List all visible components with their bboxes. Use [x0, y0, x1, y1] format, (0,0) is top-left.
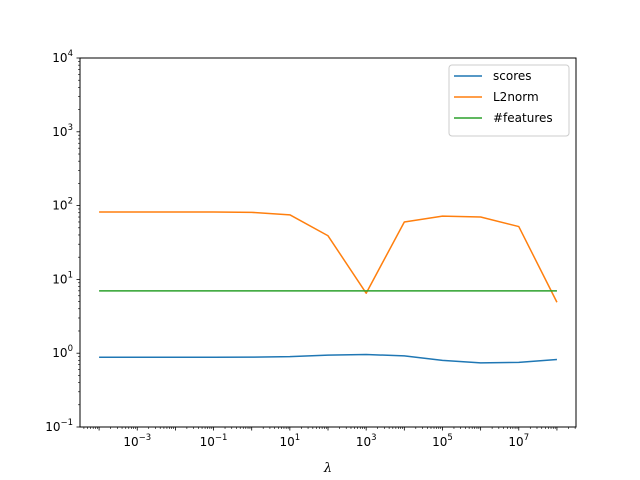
x-tick-label: 101 — [280, 433, 301, 449]
y-tick-label: 100 — [52, 344, 73, 360]
series-line-l2norm — [99, 211, 558, 303]
x-axis-ticks: 10−3 10−1 101 103 105 107 — [83, 427, 576, 449]
x-axis-label: λ — [323, 461, 332, 476]
y-tick-label: 10−1 — [45, 418, 73, 434]
y-tick-label: 104 — [52, 49, 73, 65]
series-lines — [99, 211, 558, 364]
x-tick-label: 107 — [508, 433, 529, 449]
legend-label: L2norm — [493, 90, 539, 104]
y-tick-label: 103 — [52, 123, 73, 139]
x-tick-label: 103 — [356, 433, 377, 449]
series-line-scores — [99, 353, 557, 364]
x-tick-label: 10−3 — [123, 433, 151, 449]
x-tick-label: 105 — [432, 433, 453, 449]
x-tick-label: 10−1 — [200, 433, 228, 449]
y-tick-label: 101 — [52, 270, 73, 286]
y-axis-ticks: 10−1 100 101 102 103 104 — [45, 49, 80, 434]
y-tick-label: 102 — [52, 197, 73, 213]
legend-label: #features — [493, 111, 553, 125]
legend-label: scores — [493, 69, 532, 83]
legend: scores L2norm #features — [448, 64, 570, 137]
